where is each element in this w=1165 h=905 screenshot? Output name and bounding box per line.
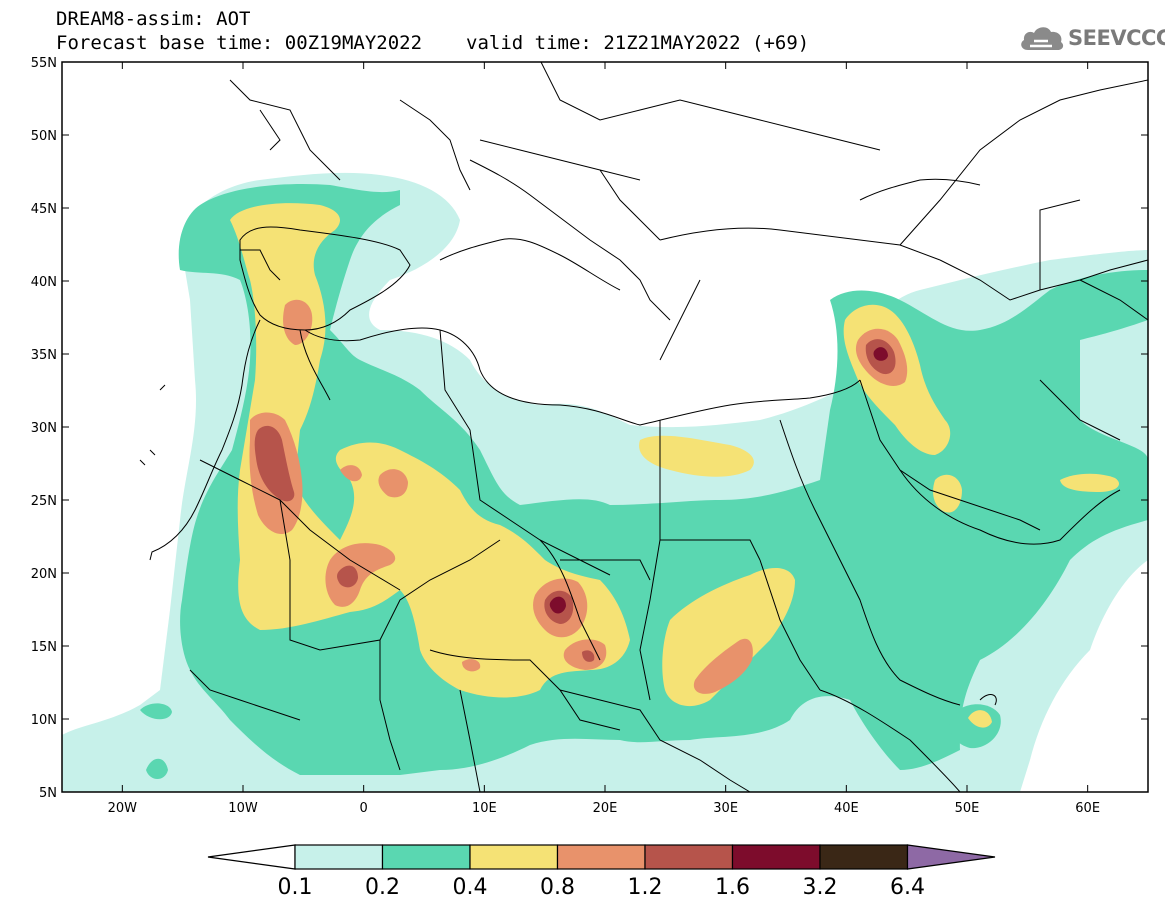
cloud-icon <box>1021 27 1064 50</box>
lat-tick-label: 35N <box>31 348 57 363</box>
lon-axis: 20W 10W 0 10E 20E 30E 40E 50E 60E <box>108 62 1100 816</box>
map-time-info: Forecast base time: 00Z19MAY2022 valid ti… <box>56 32 809 54</box>
legend-label: 1.2 <box>628 875 663 900</box>
legend-label: 0.8 <box>540 875 575 900</box>
lon-tick-label: 20W <box>108 801 138 816</box>
legend-high-arrow <box>906 844 996 870</box>
legend-label: 6.4 <box>890 875 925 900</box>
legend-label: 1.6 <box>715 875 750 900</box>
legend-label: 0.4 <box>453 875 488 900</box>
lat-tick-label: 55N <box>31 56 57 71</box>
lon-tick-label: 40E <box>834 801 859 816</box>
lon-tick-label: 10E <box>472 801 497 816</box>
legend-swatch <box>294 844 384 870</box>
legend-swatch <box>381 844 471 870</box>
lon-tick-label: 0 <box>360 801 368 816</box>
lon-tick-label: 30E <box>713 801 738 816</box>
lat-tick-label: 30N <box>31 421 57 436</box>
legend-swatch <box>556 844 646 870</box>
seevccc-logo: SEEVCCC <box>1018 22 1165 56</box>
legend-label: 0.1 <box>278 875 313 900</box>
lat-axis: 55N 50N 45N 40N 35N 30N 25N 20N 15N 10N 5N <box>31 56 1148 801</box>
lat-tick-label: 5N <box>39 786 57 801</box>
legend-label: 0.2 <box>365 875 400 900</box>
lon-tick-label: 10W <box>228 801 258 816</box>
lon-tick-label: 60E <box>1075 801 1100 816</box>
aot-contour-1.6 <box>549 347 888 614</box>
color-legend: 0.1 0.2 0.4 0.8 1.2 1.6 3.2 6.4 <box>207 844 996 900</box>
lat-tick-label: 10N <box>31 713 57 728</box>
lat-tick-label: 50N <box>31 129 57 144</box>
legend-low-arrow <box>207 844 296 870</box>
lon-tick-label: 20E <box>593 801 618 816</box>
lat-tick-label: 45N <box>31 202 57 217</box>
forecast-base-time: Forecast base time: 00Z19MAY2022 <box>56 32 423 54</box>
lat-tick-label: 15N <box>31 640 57 655</box>
legend-swatch <box>819 844 909 870</box>
legend-swatch <box>731 844 821 870</box>
lon-tick-label: 50E <box>955 801 980 816</box>
map-title: DREAM8-assim: AOT <box>56 8 251 30</box>
lat-tick-label: 20N <box>31 567 57 582</box>
valid-time: valid time: 21Z21MAY2022 (+69) <box>466 32 810 54</box>
legend-swatch <box>469 844 559 870</box>
borders-coastlines <box>139 62 1148 792</box>
legend-swatch <box>644 844 734 870</box>
lat-tick-label: 25N <box>31 494 57 509</box>
aot-field <box>62 172 1148 792</box>
legend-label: 3.2 <box>803 875 838 900</box>
lat-tick-label: 40N <box>31 275 57 290</box>
logo-text: SEEVCCC <box>1068 26 1165 50</box>
